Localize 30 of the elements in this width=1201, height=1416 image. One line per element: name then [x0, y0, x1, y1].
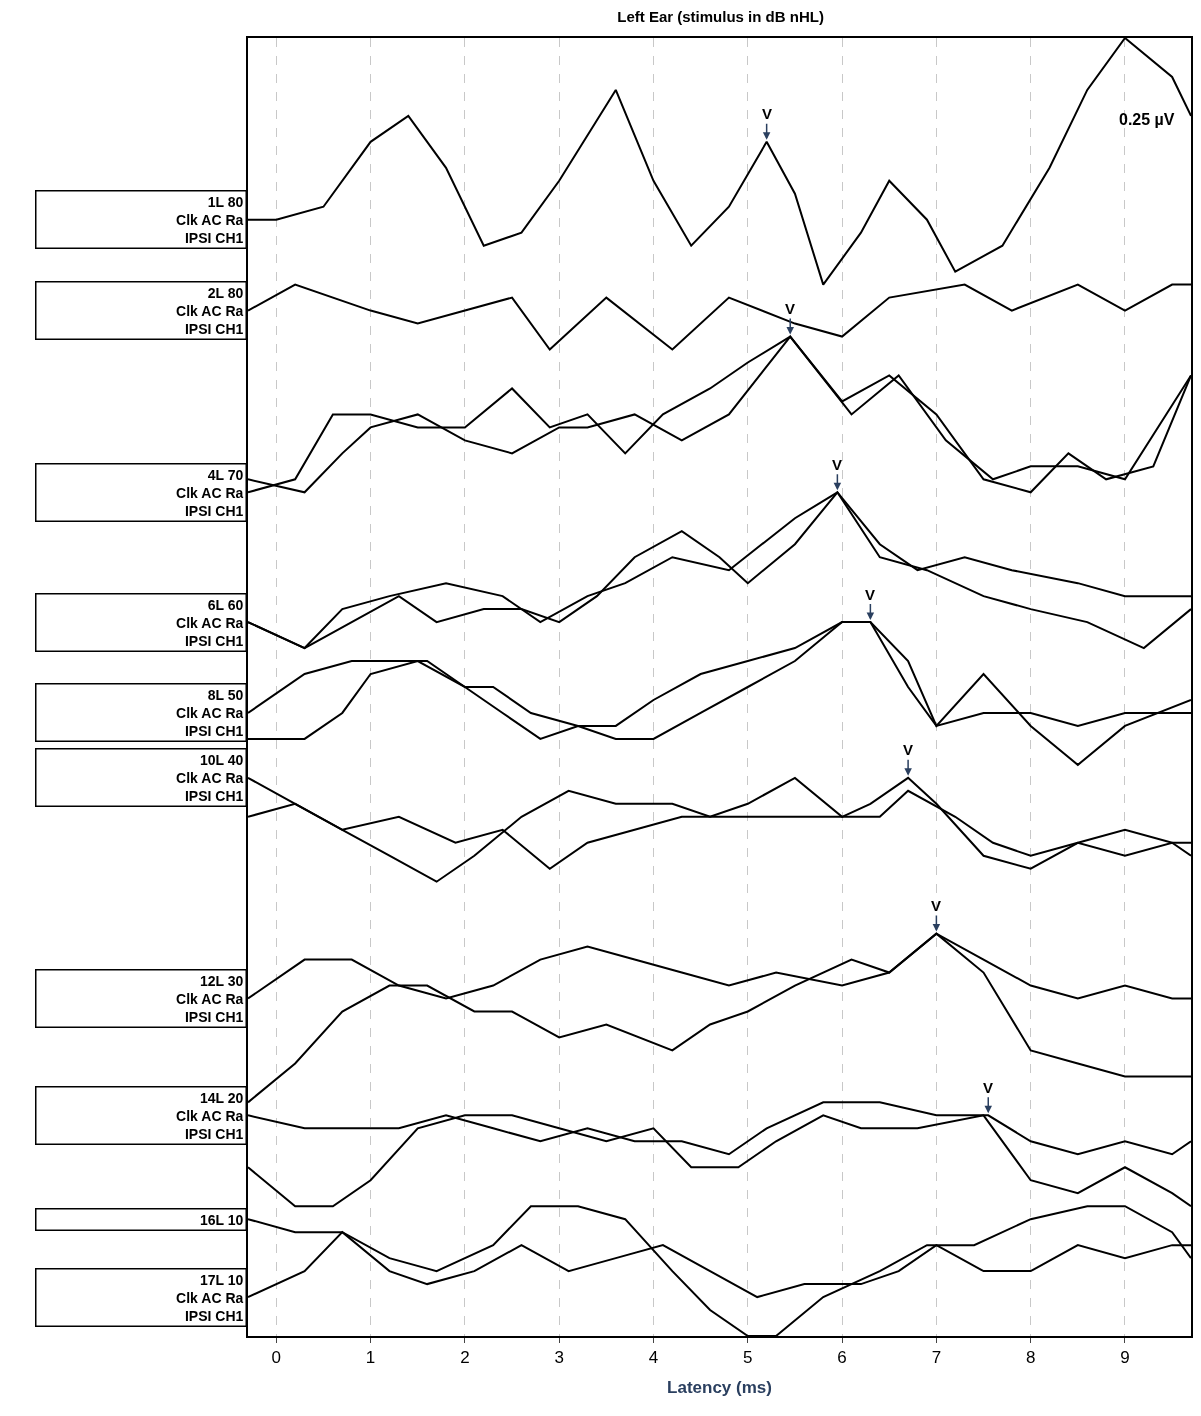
x-tick-label: 0 [271, 1348, 282, 1368]
annotation: V [762, 105, 773, 122]
series-label: 14L 20 Clk AC Ra IPSI CH1 [176, 1089, 244, 1142]
series-label: 4L 70 Clk AC Ra IPSI CH1 [176, 466, 244, 519]
series-label: 6L 60 Clk AC Ra IPSI CH1 [176, 596, 244, 649]
series-label: 8L 50 Clk AC Ra IPSI CH1 [176, 686, 244, 739]
annotation: V [785, 300, 796, 317]
chart-title: Left Ear (stimulus in dB nHL) [617, 7, 824, 25]
series-label: 10L 40 Clk AC Ra IPSI CH1 [176, 751, 244, 804]
annotation: V [865, 586, 876, 603]
annotation: V [832, 456, 843, 473]
x-tick-label: 9 [1120, 1348, 1130, 1368]
annotation: 0.25 µV [1119, 111, 1175, 128]
series-label: 1L 80 Clk AC Ra IPSI CH1 [176, 193, 244, 246]
x-tick-label: 4 [648, 1348, 659, 1368]
x-axis-title: Latency (ms) [667, 1378, 772, 1398]
annotation: V [931, 897, 942, 914]
series-label: 17L 10 Clk AC Ra IPSI CH1 [176, 1271, 244, 1324]
series-label: 12L 30 Clk AC Ra IPSI CH1 [176, 972, 244, 1025]
series-label: 16L 10 [199, 1211, 244, 1228]
x-tick-label: 6 [837, 1348, 847, 1368]
x-tick-label: 3 [554, 1348, 564, 1368]
annotation: V [903, 741, 914, 758]
x-tick-label: 8 [1025, 1348, 1036, 1368]
annotation: V [983, 1079, 994, 1096]
x-tick-label: 7 [931, 1348, 942, 1368]
x-tick-label: 2 [460, 1348, 470, 1368]
x-tick-label: 5 [743, 1348, 753, 1368]
series-label: 2L 80 Clk AC Ra IPSI CH1 [176, 284, 244, 337]
x-tick-label: 1 [365, 1348, 376, 1368]
